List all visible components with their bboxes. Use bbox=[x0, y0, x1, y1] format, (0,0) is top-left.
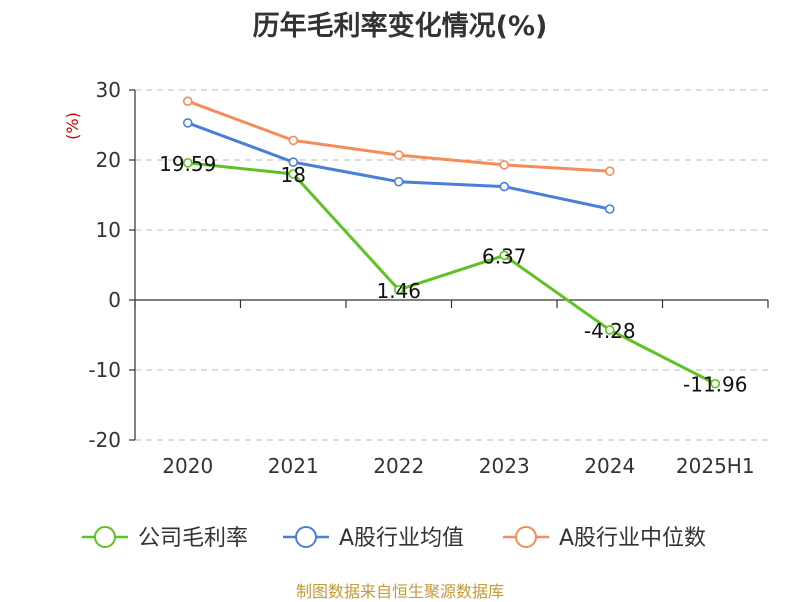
data-point bbox=[288, 135, 299, 146]
gridlines bbox=[135, 89, 768, 441]
axes bbox=[129, 89, 769, 441]
data-label: 19.59 bbox=[159, 152, 216, 176]
data-point bbox=[393, 176, 404, 187]
data-label: -11.96 bbox=[683, 373, 747, 397]
legend-marker bbox=[295, 526, 317, 548]
data-label: -4.28 bbox=[584, 319, 636, 343]
legend-label: A股行业均值 bbox=[339, 526, 464, 551]
data-point bbox=[182, 158, 193, 168]
x-tick-label: 2020 bbox=[162, 454, 213, 478]
chart-title: 历年毛利率变化情况(%) bbox=[252, 11, 548, 42]
series-line bbox=[187, 161, 716, 386]
data-label: 18 bbox=[281, 163, 306, 187]
x-tick-label: 2023 bbox=[479, 454, 530, 478]
data-point bbox=[499, 250, 510, 261]
data-point bbox=[499, 160, 510, 170]
data-label: 6.37 bbox=[482, 244, 527, 268]
x-tick-label: 2024 bbox=[584, 454, 635, 478]
legend-marker bbox=[94, 526, 116, 548]
y-tick-label: 10 bbox=[96, 218, 121, 242]
y-tick-label: 20 bbox=[96, 148, 121, 172]
data-point bbox=[288, 169, 299, 179]
data-point bbox=[393, 150, 404, 160]
data-point bbox=[604, 166, 615, 176]
series-points bbox=[182, 96, 721, 389]
data-source-note: 制图数据来自恒生聚源数据库 bbox=[295, 582, 504, 601]
legend-label: A股行业中位数 bbox=[559, 526, 706, 551]
y-axis-label: (%) bbox=[63, 112, 82, 140]
data-point bbox=[710, 378, 721, 389]
data-point bbox=[182, 118, 193, 128]
legend-marker bbox=[515, 526, 537, 548]
data-point bbox=[393, 284, 404, 295]
y-tick-label: -10 bbox=[88, 358, 121, 382]
series-lines bbox=[187, 99, 716, 386]
data-point bbox=[499, 181, 510, 192]
data-label: 1.46 bbox=[376, 279, 421, 303]
data-point bbox=[288, 157, 299, 167]
y-tick-label: 0 bbox=[108, 288, 121, 312]
y-tick-label: -20 bbox=[88, 428, 121, 452]
x-tick-label: 2025H1 bbox=[676, 454, 755, 478]
legend: 公司毛利率 A股行业均值 A股行业中位数 bbox=[82, 526, 706, 551]
data-point bbox=[182, 96, 193, 106]
y-tick-label: 30 bbox=[96, 78, 121, 102]
data-point bbox=[604, 325, 615, 335]
data-labels: 19.59 18 1.46 6.37 -4.28 -11.96 bbox=[159, 152, 747, 397]
y-tick-labels: 30 20 10 0 -10 -20 bbox=[88, 78, 121, 452]
x-tick-label: 2022 bbox=[373, 454, 424, 478]
legend-label: 公司毛利率 bbox=[138, 526, 248, 551]
x-tick-labels: 2020 2021 2022 2023 2024 2025H1 bbox=[162, 454, 754, 478]
data-point bbox=[604, 204, 615, 214]
series-line bbox=[187, 99, 610, 173]
x-tick-label: 2021 bbox=[268, 454, 319, 478]
